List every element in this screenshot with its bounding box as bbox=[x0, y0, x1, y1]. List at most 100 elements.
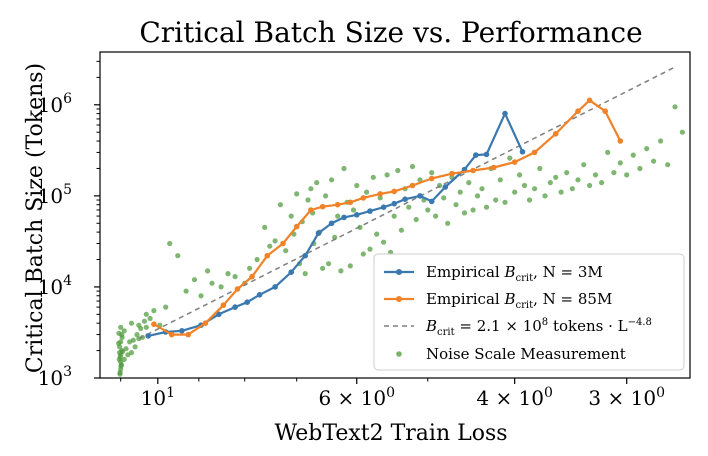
noise-scale-point bbox=[575, 177, 581, 183]
noise-scale-point bbox=[479, 186, 485, 192]
noise-scale-point bbox=[283, 248, 289, 254]
noise-scale-point bbox=[364, 189, 370, 195]
noise-scale-point bbox=[191, 277, 198, 283]
noise-scale-point bbox=[502, 199, 508, 205]
noise-scale-point bbox=[425, 207, 431, 213]
noise-scale-point bbox=[441, 195, 447, 201]
noise-scale-point bbox=[493, 197, 499, 203]
noise-scale-point bbox=[470, 207, 476, 213]
noise-scale-point bbox=[526, 197, 533, 203]
noise-scale-point bbox=[332, 234, 338, 240]
noise-scale-point bbox=[429, 170, 435, 176]
noise-scale-point bbox=[599, 180, 605, 186]
noise-scale-point bbox=[466, 180, 472, 186]
legend-label: Noise Scale Measurement bbox=[426, 345, 626, 363]
noise-scale-point bbox=[497, 177, 503, 183]
series-85m-point bbox=[347, 199, 354, 206]
series-85m-point bbox=[617, 138, 624, 144]
noise-scale-point bbox=[308, 186, 314, 192]
noise-scale-point bbox=[512, 189, 518, 195]
series-85m-point bbox=[470, 167, 476, 174]
noise-scale-point bbox=[360, 251, 366, 257]
series-85m-point bbox=[377, 191, 384, 197]
noise-scale-point bbox=[128, 320, 135, 326]
series-85m-point bbox=[202, 320, 209, 327]
noise-scale-point bbox=[350, 207, 357, 213]
series-85m-point bbox=[449, 170, 455, 177]
noise-scale-point bbox=[320, 265, 326, 271]
y-tick-label: 106 bbox=[38, 91, 72, 117]
noise-scale-point bbox=[547, 180, 553, 186]
series-85m-point bbox=[319, 203, 326, 210]
noise-scale-point bbox=[507, 155, 513, 161]
noise-scale-point bbox=[123, 346, 129, 352]
series-85m-point bbox=[586, 97, 593, 104]
series-85m-point bbox=[391, 188, 398, 195]
noise-scale-point bbox=[569, 186, 575, 192]
series-3m-point bbox=[391, 200, 398, 207]
noise-scale-point bbox=[130, 337, 136, 343]
noise-scale-point bbox=[118, 363, 124, 369]
noise-scale-point bbox=[288, 213, 294, 219]
series-3m-point bbox=[256, 292, 263, 298]
noise-scale-point bbox=[417, 177, 423, 183]
noise-scale-point bbox=[198, 293, 204, 299]
series-3m-point bbox=[315, 230, 322, 236]
series-85m-point bbox=[220, 302, 227, 309]
series-3m-point bbox=[179, 328, 185, 334]
noise-scale-point bbox=[183, 288, 189, 294]
noise-scale-point bbox=[381, 239, 387, 245]
series-3m-point bbox=[380, 204, 387, 210]
noise-scale-point bbox=[398, 227, 404, 233]
series-85m-point bbox=[334, 201, 341, 208]
series-85m-point bbox=[531, 149, 538, 156]
noise-scale-point bbox=[517, 172, 523, 178]
noise-scale-point bbox=[474, 193, 481, 199]
noise-scale-point bbox=[267, 243, 273, 249]
series-85m-point bbox=[491, 164, 497, 171]
noise-scale-point bbox=[679, 129, 686, 135]
series-85m-point bbox=[360, 195, 367, 201]
noise-scale-point bbox=[347, 263, 353, 269]
noise-scale-point bbox=[461, 210, 468, 216]
noise-scale-point bbox=[630, 152, 636, 158]
legend-dot-swatch bbox=[396, 351, 402, 357]
noise-scale-point bbox=[617, 160, 623, 166]
noise-scale-point bbox=[395, 167, 401, 174]
noise-scale-point bbox=[377, 195, 383, 201]
noise-scale-point bbox=[521, 182, 528, 189]
noise-scale-point bbox=[453, 202, 459, 208]
noise-scale-point bbox=[118, 324, 124, 330]
noise-scale-point bbox=[605, 149, 611, 155]
y-tick-label: 103 bbox=[38, 364, 72, 390]
series-3m-point bbox=[328, 220, 335, 227]
series-3m-point bbox=[302, 252, 309, 259]
series-3m-point bbox=[442, 184, 449, 190]
series-85m-point bbox=[308, 207, 314, 213]
noise-scale-point bbox=[672, 104, 678, 110]
noise-scale-point bbox=[119, 332, 125, 338]
x-tick-label: 6 × 100 bbox=[318, 385, 395, 410]
noise-scale-point bbox=[329, 177, 335, 183]
noise-scale-point bbox=[483, 204, 490, 210]
y-tick-label: 104 bbox=[38, 273, 72, 299]
noise-scale-point bbox=[302, 271, 308, 277]
noise-scale-point bbox=[391, 213, 397, 219]
noise-scale-point bbox=[277, 202, 283, 208]
noise-scale-point bbox=[624, 172, 630, 178]
series-3m-point bbox=[145, 333, 151, 339]
plot-frame bbox=[99, 51, 691, 379]
noise-scale-point bbox=[537, 165, 543, 172]
noise-scale-point bbox=[335, 213, 341, 219]
noise-scale-point bbox=[117, 354, 123, 360]
noise-scale-point bbox=[326, 261, 332, 267]
y-axis-label: Critical Batch Size (Tokens) bbox=[23, 63, 48, 373]
noise-scale-point bbox=[433, 213, 439, 219]
noise-scale-point bbox=[370, 174, 376, 180]
noise-scale-point bbox=[116, 340, 122, 346]
noise-scale-point bbox=[592, 172, 599, 178]
noise-scale-point bbox=[294, 191, 300, 197]
series-85m-point bbox=[234, 286, 241, 292]
chart-title: Critical Batch Size vs. Performance bbox=[139, 16, 642, 49]
noise-scale-point bbox=[658, 138, 664, 144]
